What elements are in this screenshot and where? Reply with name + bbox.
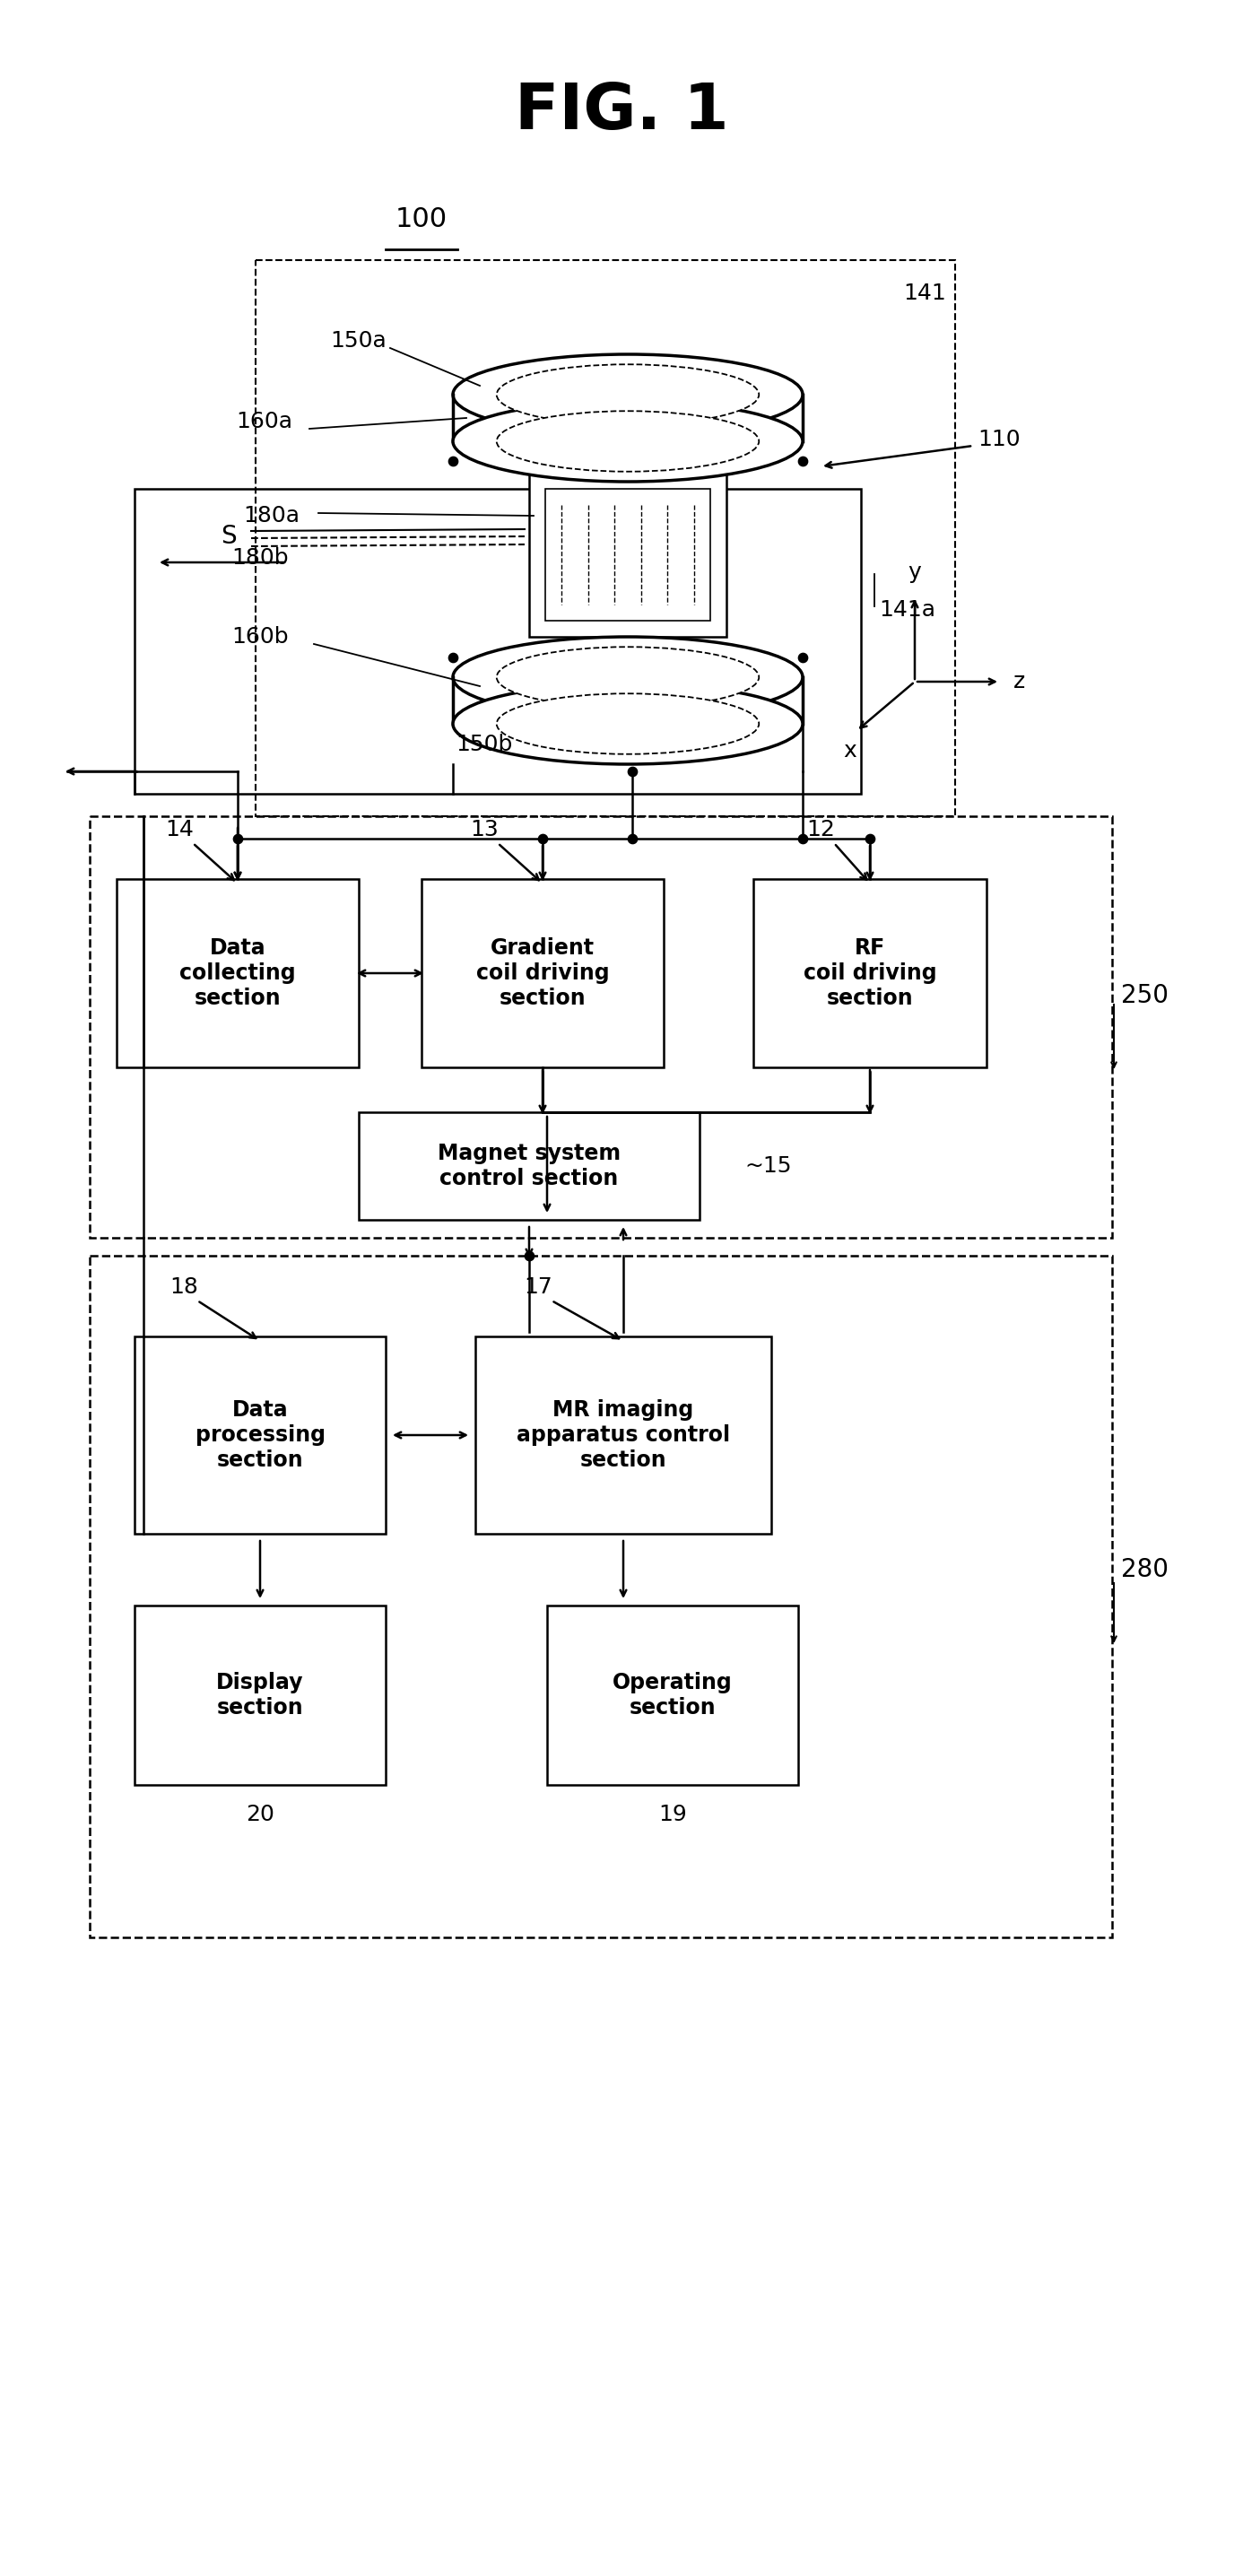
Text: 160a: 160a [236,410,293,433]
Text: Magnet system
control section: Magnet system control section [438,1144,620,1190]
Ellipse shape [452,683,803,765]
Text: 14: 14 [165,819,194,840]
Text: 180a: 180a [244,505,300,526]
Point [533,819,553,860]
Ellipse shape [497,363,759,425]
Bar [546,489,710,621]
Text: 12: 12 [807,819,835,840]
Ellipse shape [452,355,803,435]
Text: 100: 100 [395,206,447,232]
Bar [475,1337,771,1533]
Text: 250: 250 [1121,984,1168,1007]
Ellipse shape [452,636,803,719]
Text: 17: 17 [523,1275,552,1298]
Bar [89,817,1112,1239]
Point [793,440,813,482]
Point [227,819,247,860]
Point [860,819,880,860]
Text: 141a: 141a [879,600,936,621]
Bar [134,1337,385,1533]
Point [443,440,462,482]
Text: Data
processing
section: Data processing section [195,1399,326,1471]
Text: 141: 141 [904,283,946,304]
Bar [530,471,726,636]
Text: 110: 110 [977,428,1021,451]
Ellipse shape [452,402,803,482]
Bar [134,1605,385,1785]
Text: Display
section: Display section [216,1672,303,1718]
Point [443,636,462,677]
Bar [359,1113,700,1221]
Text: 160b: 160b [231,626,288,647]
Bar [256,260,955,817]
Text: Data
collecting
section: Data collecting section [179,938,296,1010]
Text: x: x [844,739,856,762]
Text: 20: 20 [246,1803,275,1826]
Bar [421,878,664,1066]
Bar [89,1255,1112,1937]
Bar [547,1605,798,1785]
Point [793,819,813,860]
Text: 18: 18 [169,1275,198,1298]
Text: y: y [909,562,921,582]
Ellipse shape [497,693,759,755]
Text: FIG. 1: FIG. 1 [515,80,728,142]
Text: Gradient
coil driving
section: Gradient coil driving section [476,938,609,1010]
Text: 150a: 150a [331,330,387,350]
Point [520,1234,539,1275]
Ellipse shape [497,412,759,471]
Text: 13: 13 [470,819,498,840]
Ellipse shape [497,647,759,708]
Text: 180b: 180b [231,546,288,569]
Text: z: z [1013,670,1025,693]
Text: RF
coil driving
section: RF coil driving section [803,938,936,1010]
Bar [753,878,987,1066]
Point [623,750,643,791]
Text: ~15: ~15 [745,1154,792,1177]
Text: Operating
section: Operating section [613,1672,732,1718]
Text: 280: 280 [1121,1556,1168,1582]
Text: 150b: 150b [456,734,512,755]
Bar [117,878,359,1066]
Point [793,636,813,677]
Point [623,819,643,860]
Text: MR imaging
apparatus control
section: MR imaging apparatus control section [517,1399,730,1471]
Bar [134,489,861,793]
Text: 19: 19 [659,1803,687,1826]
Text: S: S [221,523,236,549]
